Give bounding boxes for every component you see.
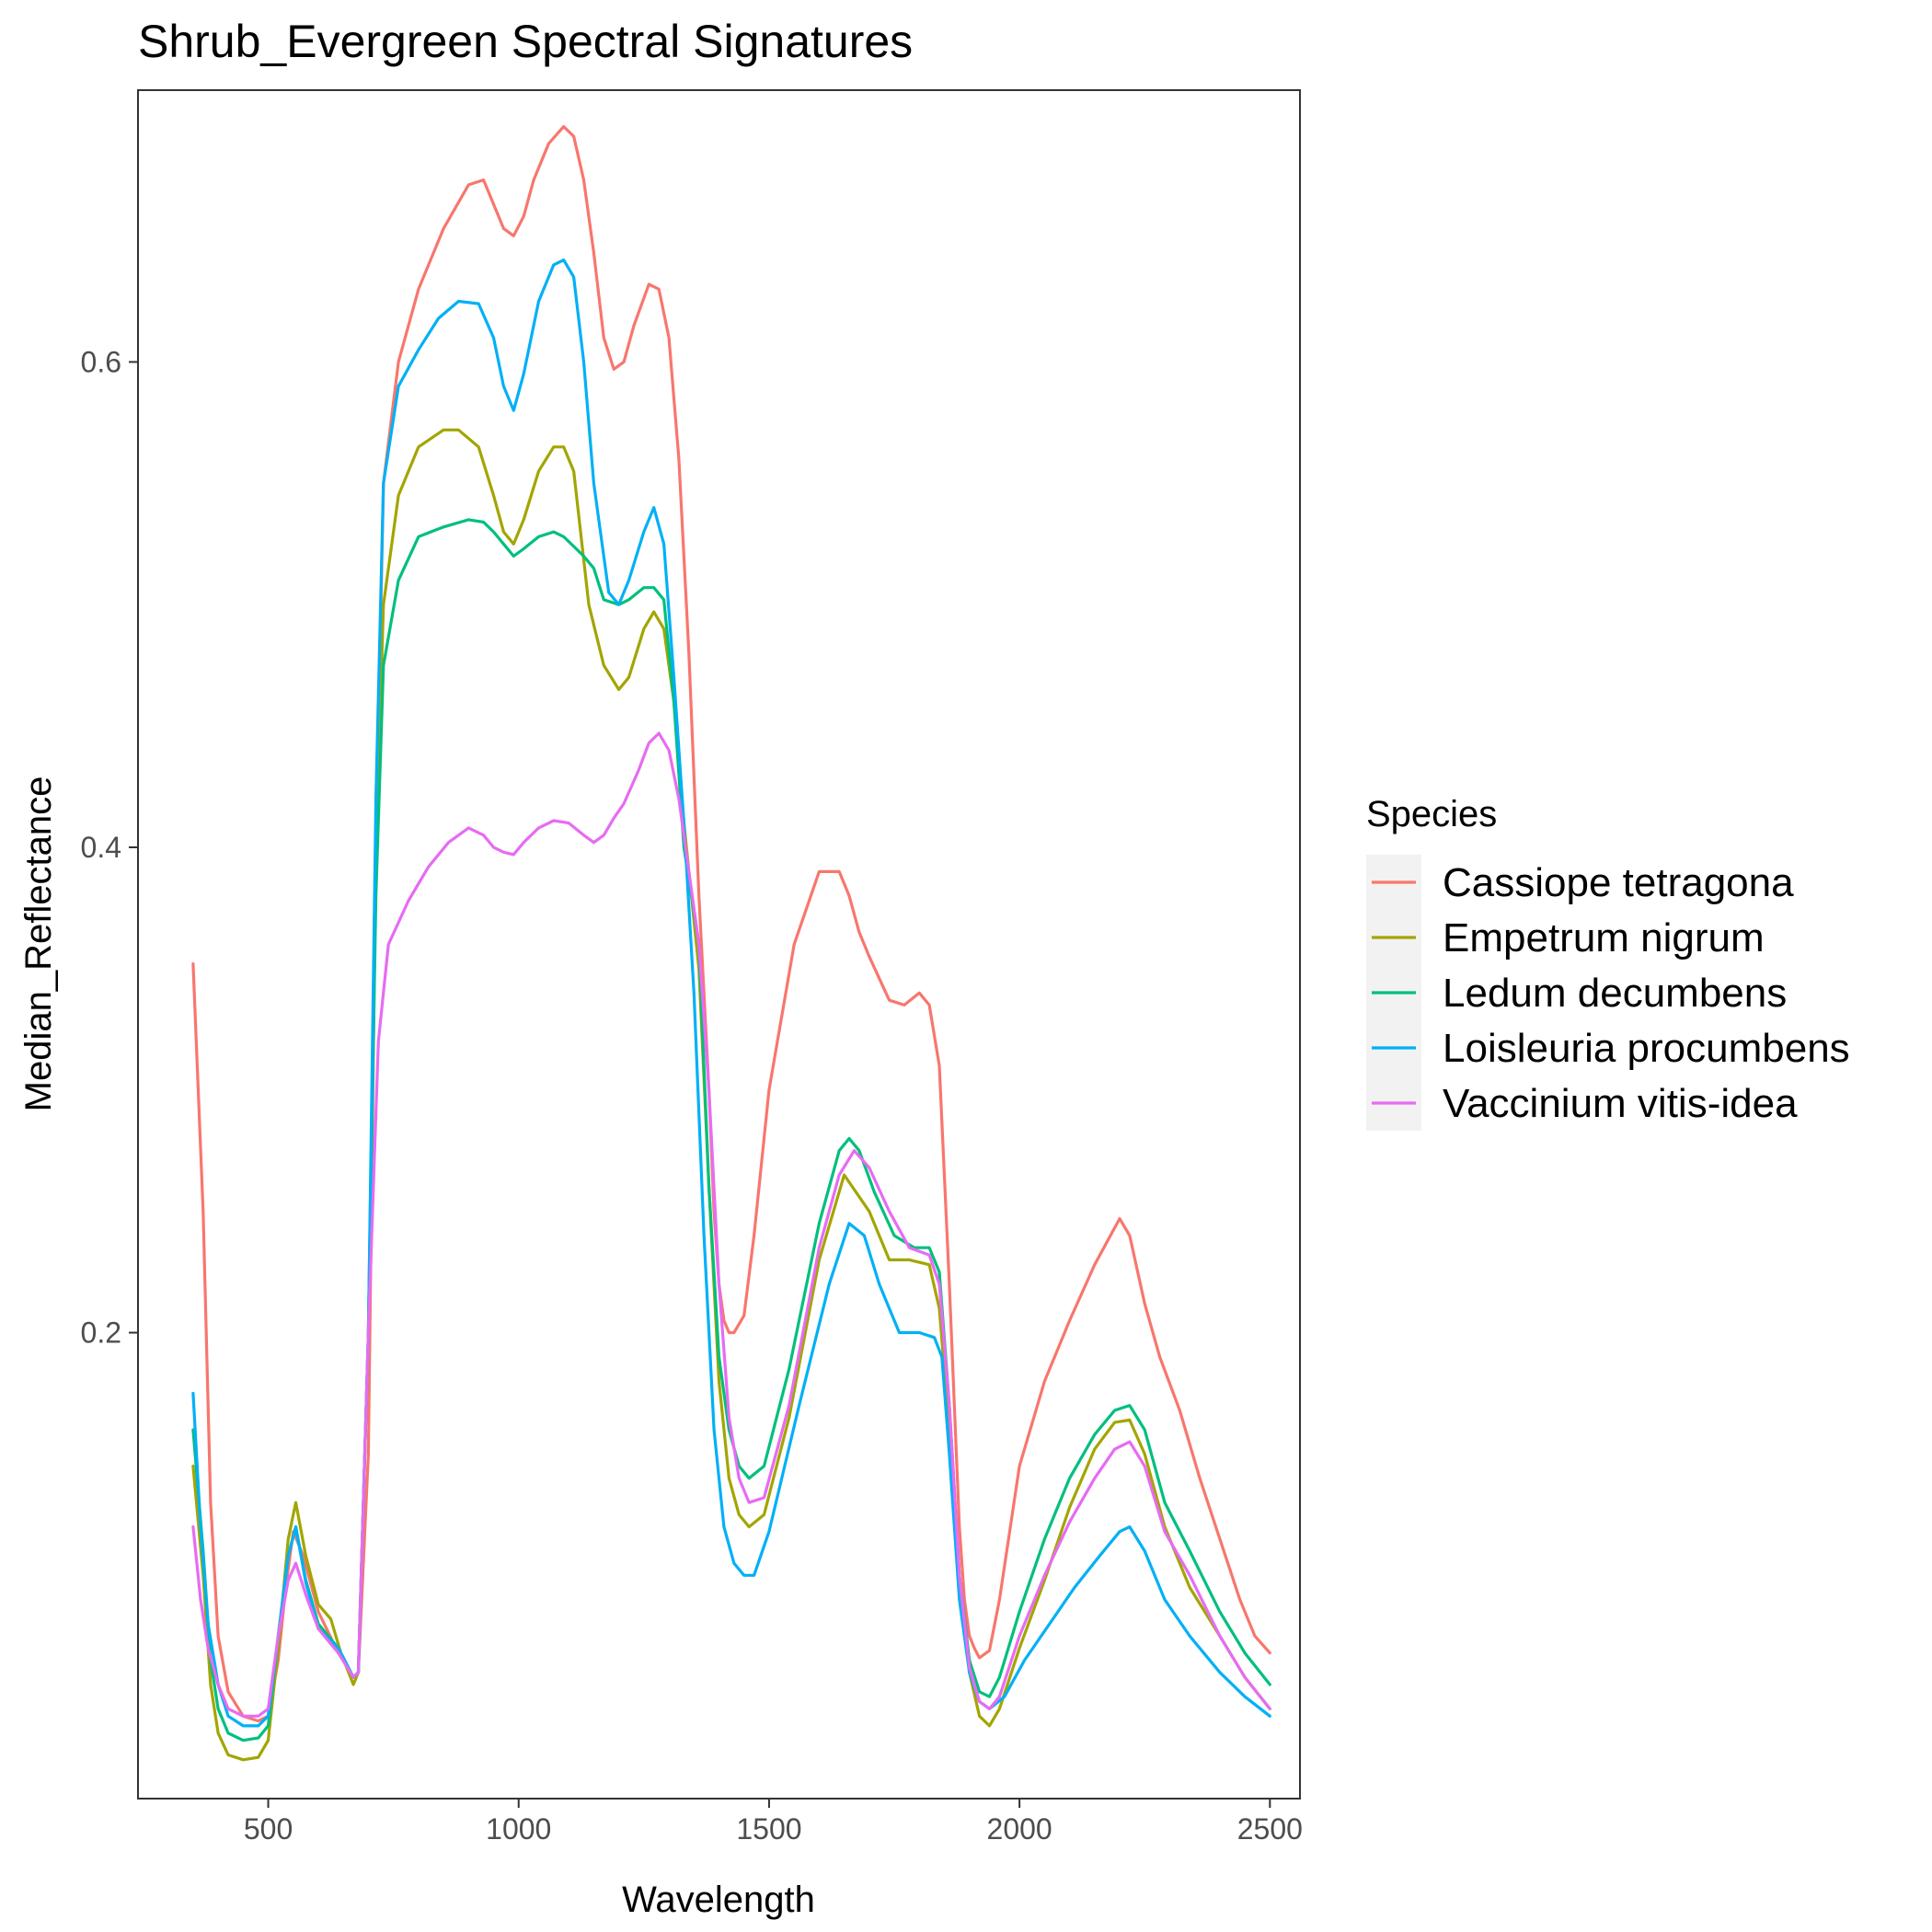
x-tick-label-0: 500 xyxy=(244,1812,293,1846)
legend-label-3: Loisleuria procumbens xyxy=(1443,1026,1850,1071)
x-axis-title: Wavelength xyxy=(622,1880,815,1920)
x-tick-label-3: 2000 xyxy=(987,1812,1052,1846)
legend-title: Species xyxy=(1366,794,1497,834)
plot-background xyxy=(138,90,1300,1799)
plot-border xyxy=(137,89,1301,1800)
series-line-1 xyxy=(191,428,1271,1762)
x-axis: 500 1000 1500 2000 2500 xyxy=(244,1799,1303,1846)
series-line-4 xyxy=(191,731,1271,1718)
chart-title: Shrub_Evergreen Spectral Signatures xyxy=(138,16,913,67)
x-tick-label-1: 1000 xyxy=(486,1812,551,1846)
legend: Species Cassiope tetragona Empetrum nigru… xyxy=(1366,794,1850,1131)
y-tick-label-0: 0.2 xyxy=(81,1317,121,1350)
legend-label-0: Cassiope tetragona xyxy=(1443,860,1794,905)
plot-panel xyxy=(137,89,1301,1800)
y-tick-label-2: 0.6 xyxy=(81,345,121,378)
series-lines xyxy=(191,125,1271,1762)
x-tick-label-2: 1500 xyxy=(736,1812,801,1846)
legend-label-1: Empetrum nigrum xyxy=(1443,915,1765,960)
legend-items: Cassiope tetragona Empetrum nigrum Ledum d… xyxy=(1372,860,1850,1126)
y-axis-title: Median_Reflectance xyxy=(18,776,59,1112)
x-tick-label-4: 2500 xyxy=(1237,1812,1303,1846)
y-tick-label-1: 0.4 xyxy=(81,831,121,864)
legend-label-2: Ledum decumbens xyxy=(1443,971,1787,1016)
y-axis: 0.2 0.4 0.6 xyxy=(81,345,138,1350)
legend-label-4: Vaccinium vitis-idea xyxy=(1443,1081,1798,1126)
